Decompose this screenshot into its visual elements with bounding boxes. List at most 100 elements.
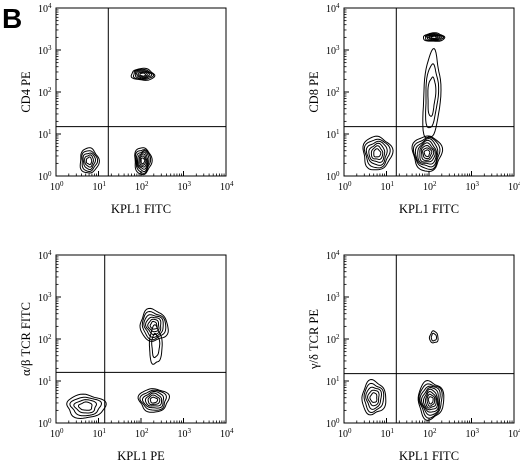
- y-tick-exponent: 2: [48, 86, 52, 94]
- x-tick-exponent: 1: [103, 180, 107, 188]
- contour-ring: [141, 310, 167, 341]
- x-tick-label: 103: [466, 427, 480, 440]
- contour-ring: [417, 139, 438, 165]
- contour-population-1: [423, 32, 446, 42]
- x-tick-exponent: 2: [145, 427, 149, 435]
- contour-ring: [85, 156, 93, 166]
- x-tick-label: 100: [50, 180, 64, 193]
- x-tick-label: 102: [423, 180, 437, 193]
- contour-population-3: [417, 379, 445, 421]
- contour-ring: [427, 76, 437, 117]
- contour-ring: [420, 386, 440, 413]
- contour-ring: [145, 316, 162, 336]
- contour-ring: [370, 145, 384, 161]
- contour-ring: [69, 396, 103, 417]
- y-tick-label: 103: [326, 291, 340, 304]
- contour-ring: [137, 388, 171, 413]
- y-tick-exponent: 4: [48, 2, 52, 10]
- y-tick-label: 101: [326, 375, 340, 388]
- x-tick-exponent: 2: [433, 427, 437, 435]
- contour-ring: [414, 137, 439, 168]
- contour-ring: [84, 154, 94, 168]
- y-tick-label: 104: [38, 2, 52, 15]
- y-tick-exponent: 1: [48, 128, 52, 136]
- x-tick-label: 104: [220, 180, 234, 193]
- contour-ring: [147, 394, 161, 406]
- contour-ring: [151, 332, 161, 359]
- x-tick-label: 101: [381, 180, 395, 193]
- x-tick-label: 101: [93, 180, 107, 193]
- contour-ring: [428, 330, 439, 344]
- y-tick-label: 101: [38, 375, 52, 388]
- y-tick-exponent: 2: [336, 333, 340, 341]
- y-tick-exponent: 0: [336, 170, 340, 178]
- contour-ring: [373, 148, 382, 158]
- x-tick-exponent: 4: [518, 427, 520, 435]
- y-tick-label: 102: [38, 333, 52, 346]
- contour-ring: [422, 147, 433, 160]
- x-tick-label: 100: [338, 180, 352, 193]
- contour-ring: [143, 314, 164, 339]
- x-tick-label: 100: [338, 427, 352, 440]
- x-tick-label: 104: [220, 427, 234, 440]
- contour-ring: [367, 389, 380, 407]
- x-tick-exponent: 0: [348, 180, 352, 188]
- x-tick-label: 102: [135, 427, 149, 440]
- y-tick-exponent: 1: [336, 128, 340, 136]
- x-tick-exponent: 2: [145, 180, 149, 188]
- y-axis-label: γ/δ TCR PE: [307, 309, 321, 370]
- contour-ring: [369, 392, 378, 403]
- y-tick-label: 104: [38, 249, 52, 262]
- y-tick-label: 103: [38, 44, 52, 57]
- x-tick-exponent: 1: [103, 427, 107, 435]
- y-tick-label: 102: [326, 333, 340, 346]
- contour-ring: [424, 390, 437, 409]
- contour-population-2: [79, 147, 100, 174]
- contour-ring: [424, 32, 445, 42]
- contour-ring: [420, 144, 435, 161]
- x-tick-exponent: 1: [391, 180, 395, 188]
- x-tick-label: 101: [381, 427, 395, 440]
- contour-population-1: [139, 307, 169, 342]
- y-tick-label: 103: [326, 44, 340, 57]
- x-axis-label: KPL1 FITC: [399, 202, 459, 216]
- y-tick-exponent: 2: [336, 86, 340, 94]
- x-tick-exponent: 3: [476, 427, 480, 435]
- y-tick-exponent: 4: [336, 249, 340, 257]
- contour-ring: [140, 157, 146, 165]
- contour-population-3: [66, 393, 107, 420]
- contour-ring: [427, 34, 441, 41]
- contour-ring: [66, 393, 107, 420]
- y-tick-exponent: 3: [48, 291, 52, 299]
- contour-ring: [144, 392, 163, 407]
- contour-ring: [362, 135, 394, 171]
- contour-ring: [425, 63, 440, 129]
- contour-ring: [412, 136, 441, 171]
- contour-ring: [136, 71, 150, 79]
- contour-ring: [137, 151, 149, 170]
- contour-ring: [132, 68, 155, 80]
- y-tick-exponent: 4: [336, 2, 340, 10]
- x-tick-label: 102: [135, 180, 149, 193]
- y-tick-exponent: 4: [48, 249, 52, 257]
- contour-ring: [134, 70, 153, 80]
- contour-population-2: [361, 378, 387, 416]
- y-tick-label: 102: [326, 86, 340, 99]
- contour-ring: [138, 153, 148, 168]
- contour-ring: [430, 332, 437, 342]
- x-tick-label: 104: [508, 180, 520, 193]
- contour-ring: [139, 155, 147, 166]
- contour-ring: [423, 32, 446, 42]
- contour-ring: [417, 379, 445, 421]
- y-tick-exponent: 3: [336, 44, 340, 52]
- contour-ring: [430, 35, 437, 39]
- contour-ring: [142, 390, 165, 409]
- y-tick-exponent: 3: [336, 291, 340, 299]
- contour-ring: [411, 135, 444, 172]
- y-tick-label: 101: [38, 128, 52, 141]
- contour-ring: [137, 71, 148, 78]
